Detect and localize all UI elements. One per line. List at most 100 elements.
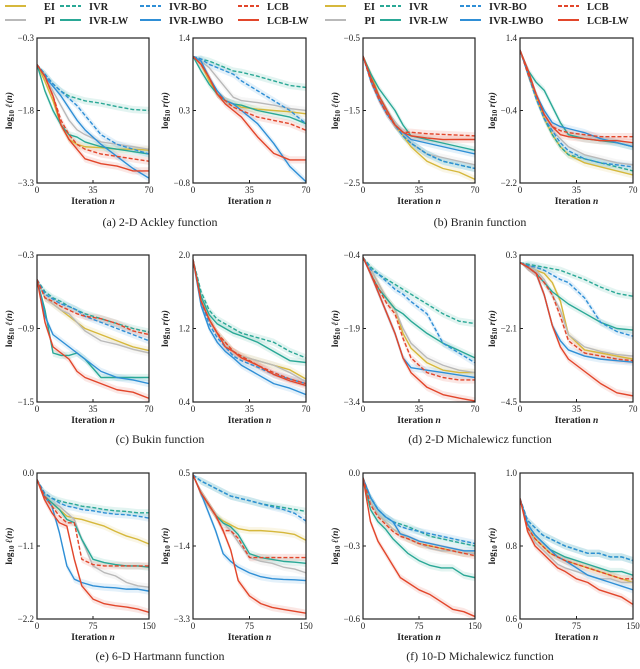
band-ei (363, 56, 475, 183)
chart-a-r: −0.8 0.3 1.4 0 35 70 Iteration n log10 r(n) (160, 33, 311, 207)
series-line-ivr (193, 259, 306, 359)
x-tick-label: 35 (89, 404, 99, 414)
series-line-ivr-bo (37, 64, 149, 155)
band-ivr (363, 477, 475, 550)
series-line-ivr-lw (363, 477, 475, 579)
series-line-lcb-lw (193, 474, 306, 614)
y-tick-label: −3.3 (18, 178, 35, 188)
y-tick-label: 1.4 (506, 33, 518, 43)
captions: (a) 2-D Ackley function (b) Branin funct… (96, 215, 554, 663)
band-ivr-lw (520, 498, 633, 579)
series-line-ivr-lwbo (37, 64, 149, 179)
series-line-pi (363, 257, 475, 374)
y-tick-label: 0.6 (506, 614, 518, 624)
y-axis-label: log10 ℓ(n) (330, 92, 342, 129)
x-axis-label: Iteration n (71, 633, 115, 643)
legend-label: EI (44, 2, 55, 13)
series-line-lcb-lw (37, 479, 149, 614)
band-ivr-bo (193, 55, 306, 128)
caption-e: (e) 6-D Hartmann function (96, 649, 225, 663)
y-tick-label: −0.8 (174, 178, 191, 188)
legend-item-lcb: LCB (558, 2, 609, 13)
series-line-ivr-lwbo (363, 477, 475, 552)
y-tick-label: −0.9 (18, 324, 35, 334)
y-axis-label: log10 r(n) (160, 310, 172, 347)
band-ei (193, 56, 306, 118)
x-tick-label: 0 (361, 185, 366, 195)
y-tick-label: 1.2 (179, 324, 190, 334)
x-tick-label: 70 (302, 404, 312, 414)
series-line-ivr-bo (520, 262, 633, 337)
series-line-lcb-lw (363, 55, 475, 141)
y-tick-label: 2.0 (179, 250, 191, 260)
y-tick-label: −0.5 (344, 33, 361, 43)
legends: EI PI IVR IVR-LW IVR-BO IVR-LWBO LCB LCB-LW EI PI… (5, 2, 629, 27)
y-tick-label: 1.4 (179, 33, 191, 43)
y-tick-label: −1.4 (174, 541, 191, 551)
legend-label: IVR-LW (409, 16, 449, 27)
series-line-ivr-bo (363, 477, 475, 545)
x-tick-label: 0 (361, 621, 366, 631)
band-ivr-lwbo (193, 56, 306, 183)
y-tick-label: −1.5 (344, 106, 361, 116)
y-tick-label: −0.3 (344, 541, 361, 551)
y-tick-label: −2.1 (501, 324, 517, 334)
x-tick-label: 35 (245, 185, 255, 195)
y-axis-label: log10 r(n) (487, 310, 499, 347)
series-line-ivr-bo (37, 479, 149, 519)
x-axis-label: Iteration n (397, 416, 441, 426)
series-line-ivr (363, 477, 475, 547)
series-line-pi (520, 262, 633, 357)
y-axis-label: log10 ℓ(n) (330, 310, 342, 347)
legend-label: LCB-LW (587, 16, 629, 27)
legend-item-lcb-lw: LCB-LW (558, 16, 629, 27)
x-axis-label: Iteration n (555, 633, 599, 643)
y-tick-label: −0.4 (501, 106, 518, 116)
x-tick-label: 70 (629, 185, 639, 195)
series-line-ivr-lw (37, 479, 149, 568)
x-tick-label: 75 (415, 621, 425, 631)
x-axis-label: Iteration n (71, 416, 115, 426)
y-axis-label: log10 ℓ(n) (4, 527, 16, 564)
series-line-ivr-bo (520, 498, 633, 562)
band-lcb (193, 474, 306, 562)
x-tick-label: 35 (89, 185, 99, 195)
legend-label: IVR-LW (89, 16, 129, 27)
legend-label: PI (365, 16, 376, 27)
y-axis-label: log10 r(n) (160, 528, 172, 565)
legend-label: IVR (89, 2, 109, 13)
band-pi (363, 56, 475, 169)
band-ivr-bo (37, 64, 149, 158)
x-tick-label: 70 (471, 404, 481, 414)
band-ei (363, 257, 475, 377)
y-tick-label: −0.3 (18, 250, 35, 260)
legend-item-ivr-bo: IVR-BO (140, 2, 207, 13)
x-tick-label: 70 (145, 404, 155, 414)
band-ivr (37, 279, 149, 336)
band-pi (363, 257, 475, 377)
y-tick-label: −4.5 (501, 397, 518, 407)
band-ivr-lw (363, 56, 475, 154)
y-tick-label: −0.4 (344, 250, 361, 260)
x-tick-label: 0 (518, 404, 523, 414)
y-axis-label: log10 ℓ(n) (4, 310, 16, 347)
band-ivr-bo (193, 474, 306, 525)
x-tick-label: 0 (518, 185, 523, 195)
y-tick-label: −1.5 (18, 397, 35, 407)
caption-f: (f) 10-D Michalewicz function (406, 649, 554, 663)
x-tick-label: 0 (35, 621, 40, 631)
y-axis-label: log10 r(n) (487, 92, 499, 129)
legend-item-ivr-lwbo: IVR-LWBO (460, 16, 543, 27)
x-tick-label: 0 (35, 404, 40, 414)
x-tick-label: 150 (142, 621, 156, 631)
band-lcb-lw (193, 259, 306, 390)
x-tick-label: 0 (191, 185, 196, 195)
y-tick-label: −3.3 (174, 614, 191, 624)
x-tick-label: 0 (518, 621, 523, 631)
series-line-pi (37, 279, 149, 354)
band-ivr-lwbo (520, 262, 633, 366)
x-tick-label: 150 (626, 621, 640, 631)
x-tick-label: 70 (302, 185, 312, 195)
series-line-lcb-lw (520, 262, 633, 397)
band-ivr-bo (520, 498, 633, 565)
